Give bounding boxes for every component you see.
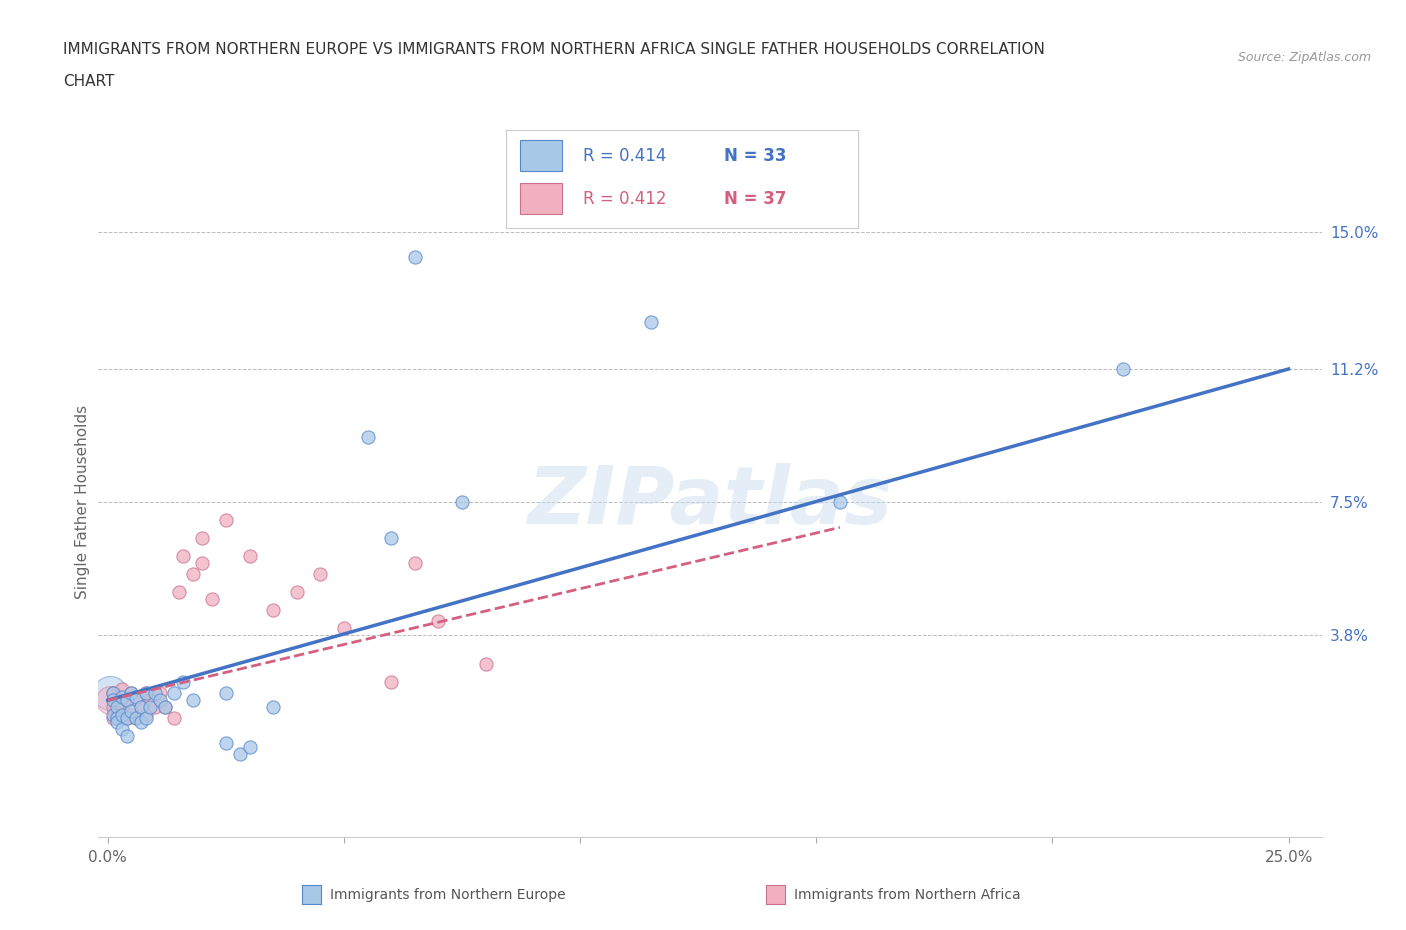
Point <box>135 711 157 725</box>
Point <box>135 685 157 700</box>
Point <box>404 250 426 265</box>
Point <box>135 685 157 700</box>
Point <box>163 685 186 700</box>
Point <box>427 614 450 629</box>
Point <box>129 700 152 715</box>
Text: Immigrants from Northern Europe: Immigrants from Northern Europe <box>330 887 567 902</box>
Point <box>101 707 124 722</box>
Text: N = 37: N = 37 <box>724 190 786 207</box>
Text: Immigrants from Northern Africa: Immigrants from Northern Africa <box>794 887 1021 902</box>
Point <box>356 430 378 445</box>
Point <box>105 700 128 715</box>
Point <box>125 711 148 725</box>
Point <box>143 700 166 715</box>
Point <box>262 603 284 618</box>
Point <box>215 685 238 700</box>
Point <box>121 685 143 700</box>
Point <box>111 682 134 697</box>
Point <box>474 657 496 671</box>
Point <box>121 707 143 722</box>
Point <box>201 592 224 607</box>
Point <box>111 700 134 715</box>
Text: ZIPatlas: ZIPatlas <box>527 463 893 541</box>
Point <box>98 685 121 700</box>
Point <box>229 747 252 762</box>
Point <box>105 711 128 725</box>
Point <box>262 700 284 715</box>
Point <box>139 700 162 715</box>
Point <box>105 693 128 708</box>
Point <box>191 556 214 571</box>
FancyBboxPatch shape <box>520 183 562 214</box>
Point <box>640 314 662 329</box>
Point <box>125 693 148 708</box>
Text: R = 0.414: R = 0.414 <box>583 147 666 165</box>
Point <box>172 675 194 690</box>
Text: CHART: CHART <box>63 74 115 89</box>
Text: N = 33: N = 33 <box>724 147 786 165</box>
Point <box>404 556 426 571</box>
Point <box>129 700 152 715</box>
Point <box>105 707 128 722</box>
Text: R = 0.412: R = 0.412 <box>583 190 666 207</box>
Point <box>105 714 128 729</box>
Point <box>285 585 308 600</box>
Point <box>115 711 138 725</box>
Point <box>115 729 138 744</box>
Point <box>191 531 214 546</box>
Point <box>451 495 474 510</box>
Point <box>121 685 143 700</box>
Point <box>181 566 204 581</box>
Point <box>125 689 148 704</box>
Point <box>333 620 356 635</box>
Point <box>153 700 176 715</box>
Point <box>115 693 138 708</box>
Point <box>115 693 138 708</box>
Point <box>238 739 260 754</box>
Point <box>143 685 166 700</box>
Point <box>125 711 148 725</box>
Point <box>111 722 134 737</box>
Point <box>181 693 204 708</box>
Point <box>1112 362 1135 377</box>
Point <box>153 700 176 715</box>
Point <box>238 549 260 564</box>
Point <box>149 685 172 700</box>
Point <box>167 585 190 600</box>
Point <box>101 685 124 700</box>
FancyBboxPatch shape <box>520 140 562 171</box>
Point <box>215 736 238 751</box>
Point <box>101 685 124 700</box>
Point <box>115 711 138 725</box>
Point <box>215 512 238 527</box>
Point <box>101 711 124 725</box>
Point <box>139 693 162 708</box>
Point <box>101 700 124 715</box>
Point <box>380 675 402 690</box>
Y-axis label: Single Father Households: Single Father Households <box>75 405 90 599</box>
Point <box>172 549 194 564</box>
Point <box>163 711 186 725</box>
Text: IMMIGRANTS FROM NORTHERN EUROPE VS IMMIGRANTS FROM NORTHERN AFRICA SINGLE FATHER: IMMIGRANTS FROM NORTHERN EUROPE VS IMMIG… <box>63 42 1045 57</box>
Point <box>121 704 143 719</box>
Point <box>98 693 121 708</box>
Point <box>111 689 134 704</box>
Point <box>828 495 851 510</box>
Point <box>309 566 332 581</box>
Point <box>101 693 124 708</box>
Point <box>129 714 152 729</box>
Text: Source: ZipAtlas.com: Source: ZipAtlas.com <box>1237 51 1371 64</box>
Point <box>135 707 157 722</box>
Point <box>149 693 172 708</box>
Point <box>111 707 134 722</box>
Point <box>380 531 402 546</box>
